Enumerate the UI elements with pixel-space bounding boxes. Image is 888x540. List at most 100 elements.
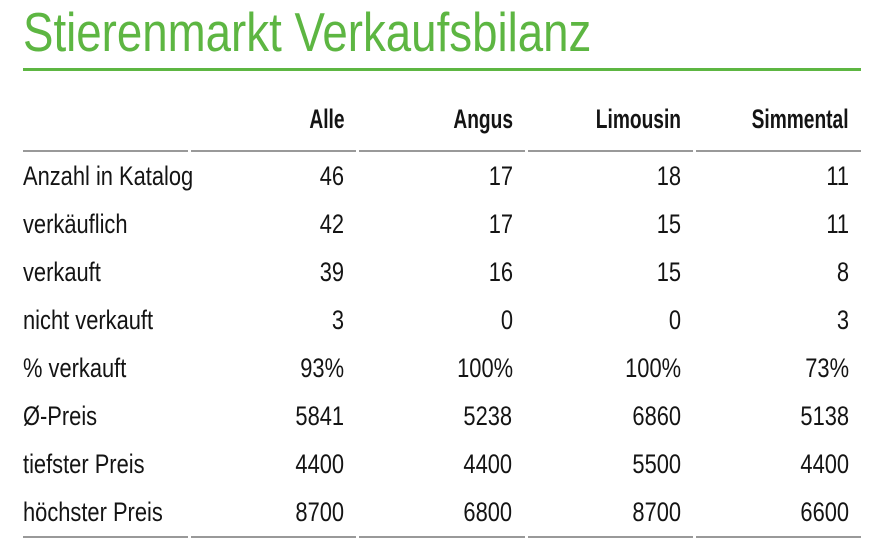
value-text: 6800 xyxy=(463,496,513,527)
value-cell: 11 xyxy=(696,152,861,200)
value-cell: 0 xyxy=(359,296,524,344)
value-text: 5841 xyxy=(295,400,345,431)
table-row-anzahl-in-katalog: Anzahl in Katalog 46 17 18 11 xyxy=(23,152,861,200)
value-cell: 93% xyxy=(191,344,356,392)
row-label-text: höchster Preis xyxy=(23,496,163,527)
table-row-prozent-verkauft: % verkauft 93% 100% 100% 73% xyxy=(23,344,861,392)
value-text: 5500 xyxy=(632,448,681,479)
value-cell: 3 xyxy=(696,296,861,344)
page-title-text: Stierenmarkt Verkaufsbilanz xyxy=(23,1,592,63)
table-row-hoechster-preis: höchster Preis 8700 6800 8700 6600 xyxy=(23,488,861,538)
row-label-text: % verkauft xyxy=(23,352,127,383)
row-label-text: Anzahl in Katalog xyxy=(23,160,194,191)
value-text: 11 xyxy=(826,160,849,191)
value-text: 4400 xyxy=(295,448,345,479)
value-text: 16 xyxy=(488,256,513,287)
column-header-alle: Alle xyxy=(191,71,357,152)
row-label: Ø-Preis xyxy=(23,392,188,440)
corner-cell xyxy=(23,71,189,152)
value-cell: 5238 xyxy=(359,392,524,440)
table-header-row: Alle Angus Limousin Simmental xyxy=(23,71,861,152)
value-text: 3 xyxy=(836,304,849,335)
value-text: 15 xyxy=(656,208,681,239)
column-header-label: Simmental xyxy=(752,104,849,134)
value-cell: 3 xyxy=(191,296,356,344)
value-cell: 5138 xyxy=(696,392,861,440)
column-header-limousin: Limousin xyxy=(527,71,693,152)
value-cell: 15 xyxy=(528,248,693,296)
value-text: 5238 xyxy=(463,400,513,431)
value-cell: 6600 xyxy=(695,488,861,538)
value-cell: 8700 xyxy=(527,488,693,538)
value-text: 39 xyxy=(320,256,345,287)
value-text: 46 xyxy=(320,160,345,191)
value-cell: 73% xyxy=(696,344,861,392)
value-cell: 0 xyxy=(528,296,693,344)
column-header-simmental: Simmental xyxy=(695,71,861,152)
row-label: verkäuflich xyxy=(23,200,188,248)
value-text: 17 xyxy=(488,160,513,191)
table-row-verkaeuflich: verkäuflich 42 17 15 11 xyxy=(23,200,861,248)
value-cell: 100% xyxy=(528,344,693,392)
value-cell: 4400 xyxy=(191,440,356,488)
table-row-durchschnittspreis: Ø-Preis 5841 5238 6860 5138 xyxy=(23,392,861,440)
title-divider-rule xyxy=(23,68,861,71)
value-cell: 46 xyxy=(191,152,356,200)
value-text: 11 xyxy=(826,208,849,239)
value-text: 4400 xyxy=(800,448,849,479)
row-label: tiefster Preis xyxy=(23,440,188,488)
page-title: Stierenmarkt Verkaufsbilanz xyxy=(23,4,861,60)
value-cell: 17 xyxy=(359,200,524,248)
value-text: 8700 xyxy=(632,496,681,527)
value-cell: 6800 xyxy=(359,488,525,538)
row-label-text: nicht verkauft xyxy=(23,304,154,335)
value-text: 100% xyxy=(456,352,513,383)
value-text: 93% xyxy=(300,352,345,383)
value-text: 4400 xyxy=(463,448,513,479)
table-body: Anzahl in Katalog 46 17 18 11 verkäuflic… xyxy=(23,152,861,538)
value-cell: 5841 xyxy=(191,392,356,440)
column-header-label: Limousin xyxy=(595,104,681,134)
value-cell: 15 xyxy=(528,200,693,248)
column-header-label: Alle xyxy=(309,104,345,134)
value-cell: 18 xyxy=(528,152,693,200)
row-label: nicht verkauft xyxy=(23,296,188,344)
page: Stierenmarkt Verkaufsbilanz Alle Angus L… xyxy=(0,4,888,538)
value-text: 6860 xyxy=(632,400,681,431)
value-cell: 42 xyxy=(191,200,356,248)
row-label-text: Ø-Preis xyxy=(23,400,98,431)
value-text: 0 xyxy=(500,304,513,335)
value-cell: 8700 xyxy=(191,488,357,538)
value-text: 73% xyxy=(805,352,849,383)
value-text: 8 xyxy=(836,256,849,287)
value-text: 15 xyxy=(656,256,681,287)
value-cell: 39 xyxy=(191,248,356,296)
table-row-nicht-verkauft: nicht verkauft 3 0 0 3 xyxy=(23,296,861,344)
value-text: 42 xyxy=(320,208,345,239)
value-text: 100% xyxy=(624,352,681,383)
table-row-verkauft: verkauft 39 16 15 8 xyxy=(23,248,861,296)
row-label: Anzahl in Katalog xyxy=(23,152,193,200)
row-label-text: verkauft xyxy=(23,256,101,287)
value-text: 3 xyxy=(332,304,345,335)
value-cell: 17 xyxy=(359,152,524,200)
sales-summary-table: Alle Angus Limousin Simmental Anzahl in … xyxy=(20,71,864,538)
value-cell: 16 xyxy=(359,248,524,296)
value-text: 0 xyxy=(668,304,681,335)
row-label: verkauft xyxy=(23,248,188,296)
value-text: 17 xyxy=(488,208,513,239)
column-header-label: Angus xyxy=(452,104,513,134)
value-cell: 11 xyxy=(696,200,861,248)
table-header: Alle Angus Limousin Simmental xyxy=(23,71,861,152)
value-text: 8700 xyxy=(295,496,345,527)
row-label: höchster Preis xyxy=(23,488,189,538)
value-cell: 8 xyxy=(696,248,861,296)
value-text: 5138 xyxy=(800,400,849,431)
value-text: 18 xyxy=(656,160,681,191)
row-label-text: tiefster Preis xyxy=(23,448,145,479)
value-cell: 4400 xyxy=(359,440,524,488)
value-cell: 100% xyxy=(359,344,524,392)
value-text: 6600 xyxy=(800,496,849,527)
row-label: % verkauft xyxy=(23,344,188,392)
row-label-text: verkäuflich xyxy=(23,208,128,239)
